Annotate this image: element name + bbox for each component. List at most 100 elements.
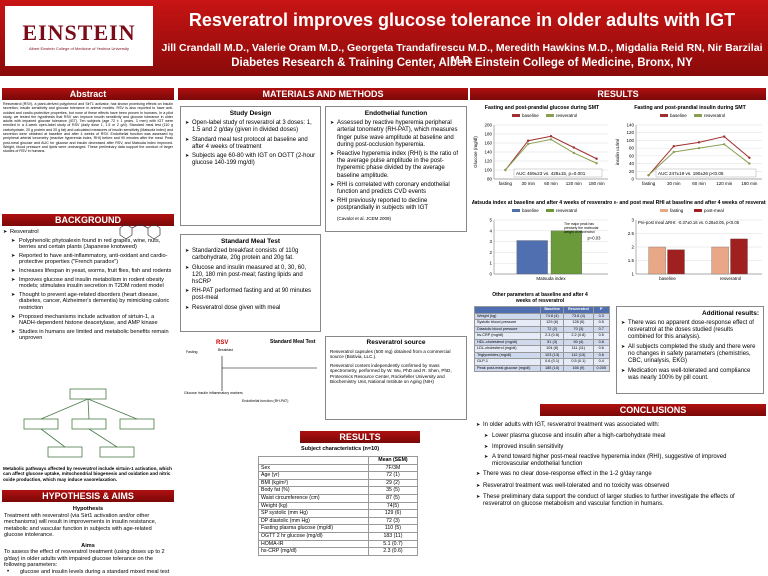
endothelial-box: Endothelial function Assessed by reactiv…: [325, 106, 467, 232]
legend-swatch: [660, 114, 668, 117]
diagram-title: Standard Meal Test: [270, 339, 316, 345]
x-tick-label: resveratrol: [720, 276, 741, 281]
bullet: Improved insulin sensitivity: [476, 444, 764, 452]
additional-results-box: Additional results: There was no apparen…: [616, 306, 764, 394]
table-row: Sex 7F/3M: [258, 463, 419, 473]
diagram-label: Endothelial function (RH-PAT): [242, 399, 288, 403]
legend-label: resveratrol: [704, 113, 725, 118]
box-title: Standard Meal Test: [220, 238, 281, 245]
legend-label: baseline: [522, 113, 539, 118]
section-heading: MATERIALS AND METHODS: [178, 88, 468, 100]
header-cell: Resveratrol: [563, 306, 594, 314]
y-tick-label: 1: [631, 272, 634, 277]
x-tick-label: 120 min: [566, 181, 583, 186]
bullet: Standardized breakfast consists of 110g …: [185, 248, 316, 262]
point: [549, 135, 553, 138]
legend-swatch: [546, 114, 554, 117]
legend-swatch: [512, 209, 520, 212]
logo-text: EINSTEIN: [22, 20, 136, 45]
table-row: Weight (kg) 74(5): [258, 501, 419, 511]
box-title: Study Design: [229, 110, 272, 117]
bullet: RH-PAT performed fasting and at 90 minut…: [185, 288, 316, 302]
legend-label: baseline: [670, 113, 687, 118]
y-tick-label: 1.5: [628, 258, 635, 263]
annotation-box: [655, 168, 757, 178]
point: [527, 142, 530, 146]
point: [672, 150, 675, 154]
bullet-list: There was no clear dose-response effect …: [476, 471, 764, 508]
bullet-list: Assessed by reactive hyperemia periphera…: [330, 120, 462, 212]
x-tick-label: fasting: [642, 181, 656, 186]
table-header: Mean (SEM): [258, 456, 419, 465]
bullet-list: Polyphenolic phytoalexin found in red gr…: [3, 238, 173, 342]
legend-swatch: [694, 209, 702, 212]
x-tick-label: Matsuda index: [536, 276, 566, 281]
chart: Fasting and post-prandial insulin during…: [614, 103, 766, 195]
point: [748, 162, 751, 165]
bullet: Studies in humans are limited and metabo…: [3, 329, 173, 342]
bullet: Increases lifespan in yeast, worms, frui…: [3, 268, 173, 275]
y-tick-label: 100: [626, 138, 634, 143]
table-cell: 129 (6): [367, 509, 419, 518]
legend-label: post-meal: [704, 208, 724, 213]
table-row: Body fat (%) 35 (5): [258, 486, 419, 495]
meal-test-diagram: Standard Meal Test RSV Breakfast Fasting…: [184, 339, 317, 403]
bullet: In older adults with IGT, resveratrol tr…: [476, 422, 764, 430]
bullet: Resveratrol content independently confir…: [330, 362, 452, 385]
y-tick-label: 140: [626, 123, 634, 128]
hypothesis-content: Hypothesis Treatment with resveratrol (v…: [4, 506, 172, 576]
table-cell: Weight (kg): [258, 501, 369, 511]
y-tick-label: 120: [484, 159, 492, 164]
note: The major peak has precisely the molecul…: [564, 222, 599, 234]
bullet: Medication was well-tolerated and compli…: [621, 368, 759, 382]
table-row: BMI (kg/m²) 29 (2): [258, 478, 419, 488]
table-title: Subject characteristics (n=10): [300, 446, 380, 452]
section-heading: CONCLUSIONS: [540, 404, 766, 416]
table-cell: 35 (5): [367, 486, 419, 495]
table-cell: 72 (3): [367, 516, 419, 526]
table-cell: [258, 456, 369, 465]
y-tick-label: 4: [489, 228, 492, 233]
subject-table-wrap: Mean (SEM) Sex 7F/3M Age (yr) 72 (1) BMI (kg/…: [258, 456, 419, 556]
point: [572, 146, 575, 149]
note-wrap: The major peak has precisely the molecul…: [564, 222, 599, 234]
annotation: AUC 469±23 vs. 428±15, p=0.001: [516, 171, 586, 176]
annotation-box: [513, 168, 603, 178]
bullet: Resveratrol: [3, 229, 173, 236]
other-table-wrap: Baseline Resveratrol P Weight (kg) 74.8 (4) 7…: [474, 306, 611, 372]
bullet-list: There was no apparent dose-response effe…: [621, 320, 759, 382]
x-tick-label: 30 min: [667, 181, 681, 186]
bullet: These preliminary data support the condu…: [476, 494, 764, 509]
chart: Matsuda index at baseline and after 4 we…: [472, 198, 612, 290]
section-heading: BACKGROUND: [2, 214, 174, 226]
meal-test-box: Standard Meal Test Standardized breakfas…: [180, 234, 321, 332]
diagram-label: Glucose Insulin Inflammatory markers: [184, 391, 243, 395]
bullet-list: Lower plasma glucose and insulin after a…: [476, 433, 764, 468]
source-box: Resveratrol source Resveratrol capsules …: [325, 336, 467, 420]
legend-swatch: [512, 114, 520, 117]
table-row: SP systolic (mm Hg) 129 (6): [258, 509, 419, 518]
point: [527, 139, 530, 142]
conclusions-content: In older adults with IGT, resveratrol tr…: [476, 422, 764, 513]
subheading: Aims: [81, 542, 95, 549]
y-tick-label: 20: [629, 169, 635, 174]
table-row: Waist circumference (cm) 87 (5): [258, 493, 419, 503]
table-cell: DP diastolic (mm Hg): [258, 516, 369, 526]
x-tick-label: 30 min: [521, 181, 535, 186]
bullet: RHI previously reported to decline postp…: [330, 198, 462, 212]
x-tick-label: fasting: [499, 181, 513, 186]
y-tick-label: 0: [489, 272, 492, 277]
table-cell: 74(5): [367, 501, 419, 511]
diagram-label: Breakfast: [218, 348, 233, 352]
bullet: Subjects age 60-80 with IGT on OGTT (2-h…: [185, 153, 316, 167]
x-tick-label: 180 min: [589, 181, 606, 186]
bullet: glucose and insulin levels during a stan…: [4, 569, 172, 576]
y-tick-label: 2.5: [628, 231, 635, 236]
chart-background: [472, 103, 612, 195]
point: [572, 151, 575, 155]
table-cell: 0.005: [592, 364, 611, 372]
y-tick-label: 200: [484, 123, 492, 128]
point: [748, 156, 751, 159]
bar: [648, 246, 666, 275]
study-design-box: Study Design Open-label study of resvera…: [180, 106, 321, 226]
